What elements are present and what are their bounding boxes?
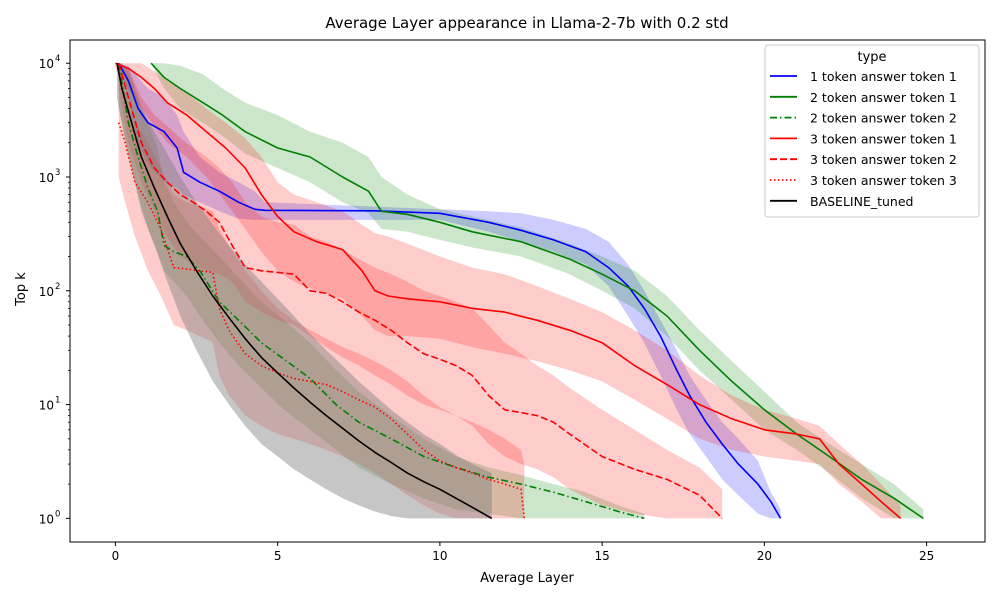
line-3-token-answer-token-1: [115, 62, 902, 520]
legend-box: [764, 44, 980, 218]
y-tick-label: 10: [39, 57, 54, 71]
legend-label: 3 token answer token 2: [810, 152, 957, 167]
line-3-token-answer-token-3: [117, 122, 526, 519]
x-tick-label: 0: [112, 549, 120, 563]
band-3-token-answer-token-3: [118, 65, 525, 519]
x-axis-ticks: 0 5 10 15 20 25: [112, 542, 934, 563]
legend-label: 3 token answer token 3: [810, 173, 957, 188]
legend-label: 2 token answer token 2: [810, 111, 957, 126]
line-2-token-answer-token-1: [150, 62, 924, 520]
line-baseline-tuned: [116, 63, 493, 520]
x-tick-label: 15: [594, 549, 609, 563]
band-3-token-answer-token-2: [118, 63, 723, 519]
legend: type 1 token answer token 1 2 token answer…: [764, 44, 980, 218]
line-2-token-answer-token-2: [117, 63, 645, 520]
y-tick-label: 10: [39, 512, 54, 526]
legend-label: 2 token answer token 1: [810, 90, 957, 105]
chart-title: Average Layer appearance in Llama-2-7b w…: [325, 14, 728, 32]
y-tick-label: 10: [39, 285, 54, 299]
x-tick-label: 5: [274, 549, 282, 563]
band-baseline-tuned: [117, 63, 492, 519]
y-tick-label: 10: [39, 171, 54, 185]
x-tick-label: 20: [757, 549, 772, 563]
y-tick-exponent: 3: [55, 168, 60, 178]
series-lines: [115, 62, 924, 520]
y-tick-exponent: 0: [55, 509, 60, 519]
x-tick-label: 25: [919, 549, 934, 563]
x-axis-label: Average Layer: [480, 571, 574, 586]
y-tick-exponent: 2: [55, 282, 60, 292]
y-tick-exponent: 4: [55, 54, 60, 64]
x-tick-label: 10: [432, 549, 447, 563]
line-1-token-answer-token-1: [117, 62, 782, 519]
legend-label: BASELINE_tuned: [810, 194, 913, 209]
y-tick-label: 10: [39, 399, 54, 413]
y-axis-label: Top k: [14, 272, 29, 307]
band-2-token-answer-token-2: [118, 63, 645, 519]
band-3-token-answer-token-1: [115, 63, 901, 519]
legend-label: 1 token answer token 1: [810, 69, 957, 84]
legend-label: 3 token answer token 1: [810, 131, 957, 146]
y-tick-exponent: 1: [55, 396, 60, 406]
legend-title: type: [857, 50, 886, 65]
line-3-token-answer-token-2: [117, 62, 723, 519]
